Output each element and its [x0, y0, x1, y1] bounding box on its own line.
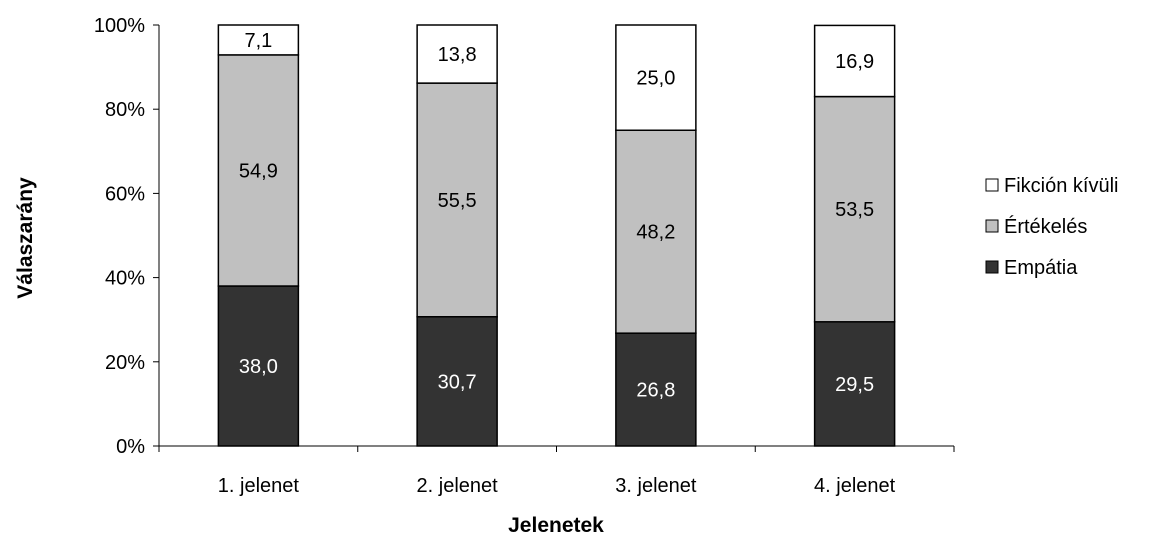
bar-segment: [813, 24, 896, 98]
bar-segment: [615, 332, 697, 447]
bar-segment: [416, 82, 498, 318]
chart-legend: Fikción kívüli Értékelés Empátia: [985, 175, 1118, 279]
plot-area: 0% 20% 40% 60% 80% 100% 38,0 54,9 7,1 1. jelenet 3…: [94, 15, 955, 497]
data-label: 13,8: [438, 44, 477, 66]
data-label: 48,2: [636, 222, 675, 244]
bar-segment: [615, 24, 697, 131]
y-axis-title: Válaszarány: [14, 177, 37, 299]
data-label: 7,1: [244, 30, 272, 52]
data-label: 54,9: [239, 160, 278, 182]
bar-segment: [615, 129, 697, 334]
data-label: 29,5: [835, 374, 874, 396]
y-tick-label: 80%: [105, 99, 145, 121]
legend-label: Értékelés: [1004, 215, 1087, 238]
y-tick-label: 100%: [94, 15, 145, 37]
data-label: 38,0: [239, 356, 278, 378]
data-label: 16,9: [835, 51, 874, 73]
data-label: 55,5: [438, 190, 477, 212]
legend-swatch: [985, 178, 999, 192]
bar-segment: [217, 54, 300, 287]
x-tick-label: 2. jelenet: [417, 475, 499, 497]
bar-segment: [416, 24, 498, 84]
x-axis-title: Jelenetek: [508, 514, 604, 537]
legend-swatch: [985, 219, 999, 233]
x-tick-label: 1. jelenet: [218, 475, 300, 497]
y-tick-label: 0%: [116, 436, 145, 458]
y-tick-label: 40%: [105, 268, 145, 290]
bar-segment: [813, 321, 896, 447]
bar-segment: [217, 285, 300, 447]
bar-segment: [416, 316, 498, 447]
data-label: 25,0: [636, 68, 675, 90]
data-label: 30,7: [438, 371, 477, 393]
legend-swatch: [985, 260, 999, 274]
x-tick-label: 3. jelenet: [615, 475, 697, 497]
x-tick-label: 4. jelenet: [814, 475, 896, 497]
legend-label: Empátia: [1004, 257, 1078, 279]
y-tick-label: 20%: [105, 352, 145, 374]
legend-label: Fikción kívüli: [1004, 175, 1118, 197]
data-label: 53,5: [835, 199, 874, 221]
data-label: 26,8: [636, 380, 675, 402]
y-tick-label: 60%: [105, 183, 145, 205]
bar-segment: [217, 24, 300, 56]
